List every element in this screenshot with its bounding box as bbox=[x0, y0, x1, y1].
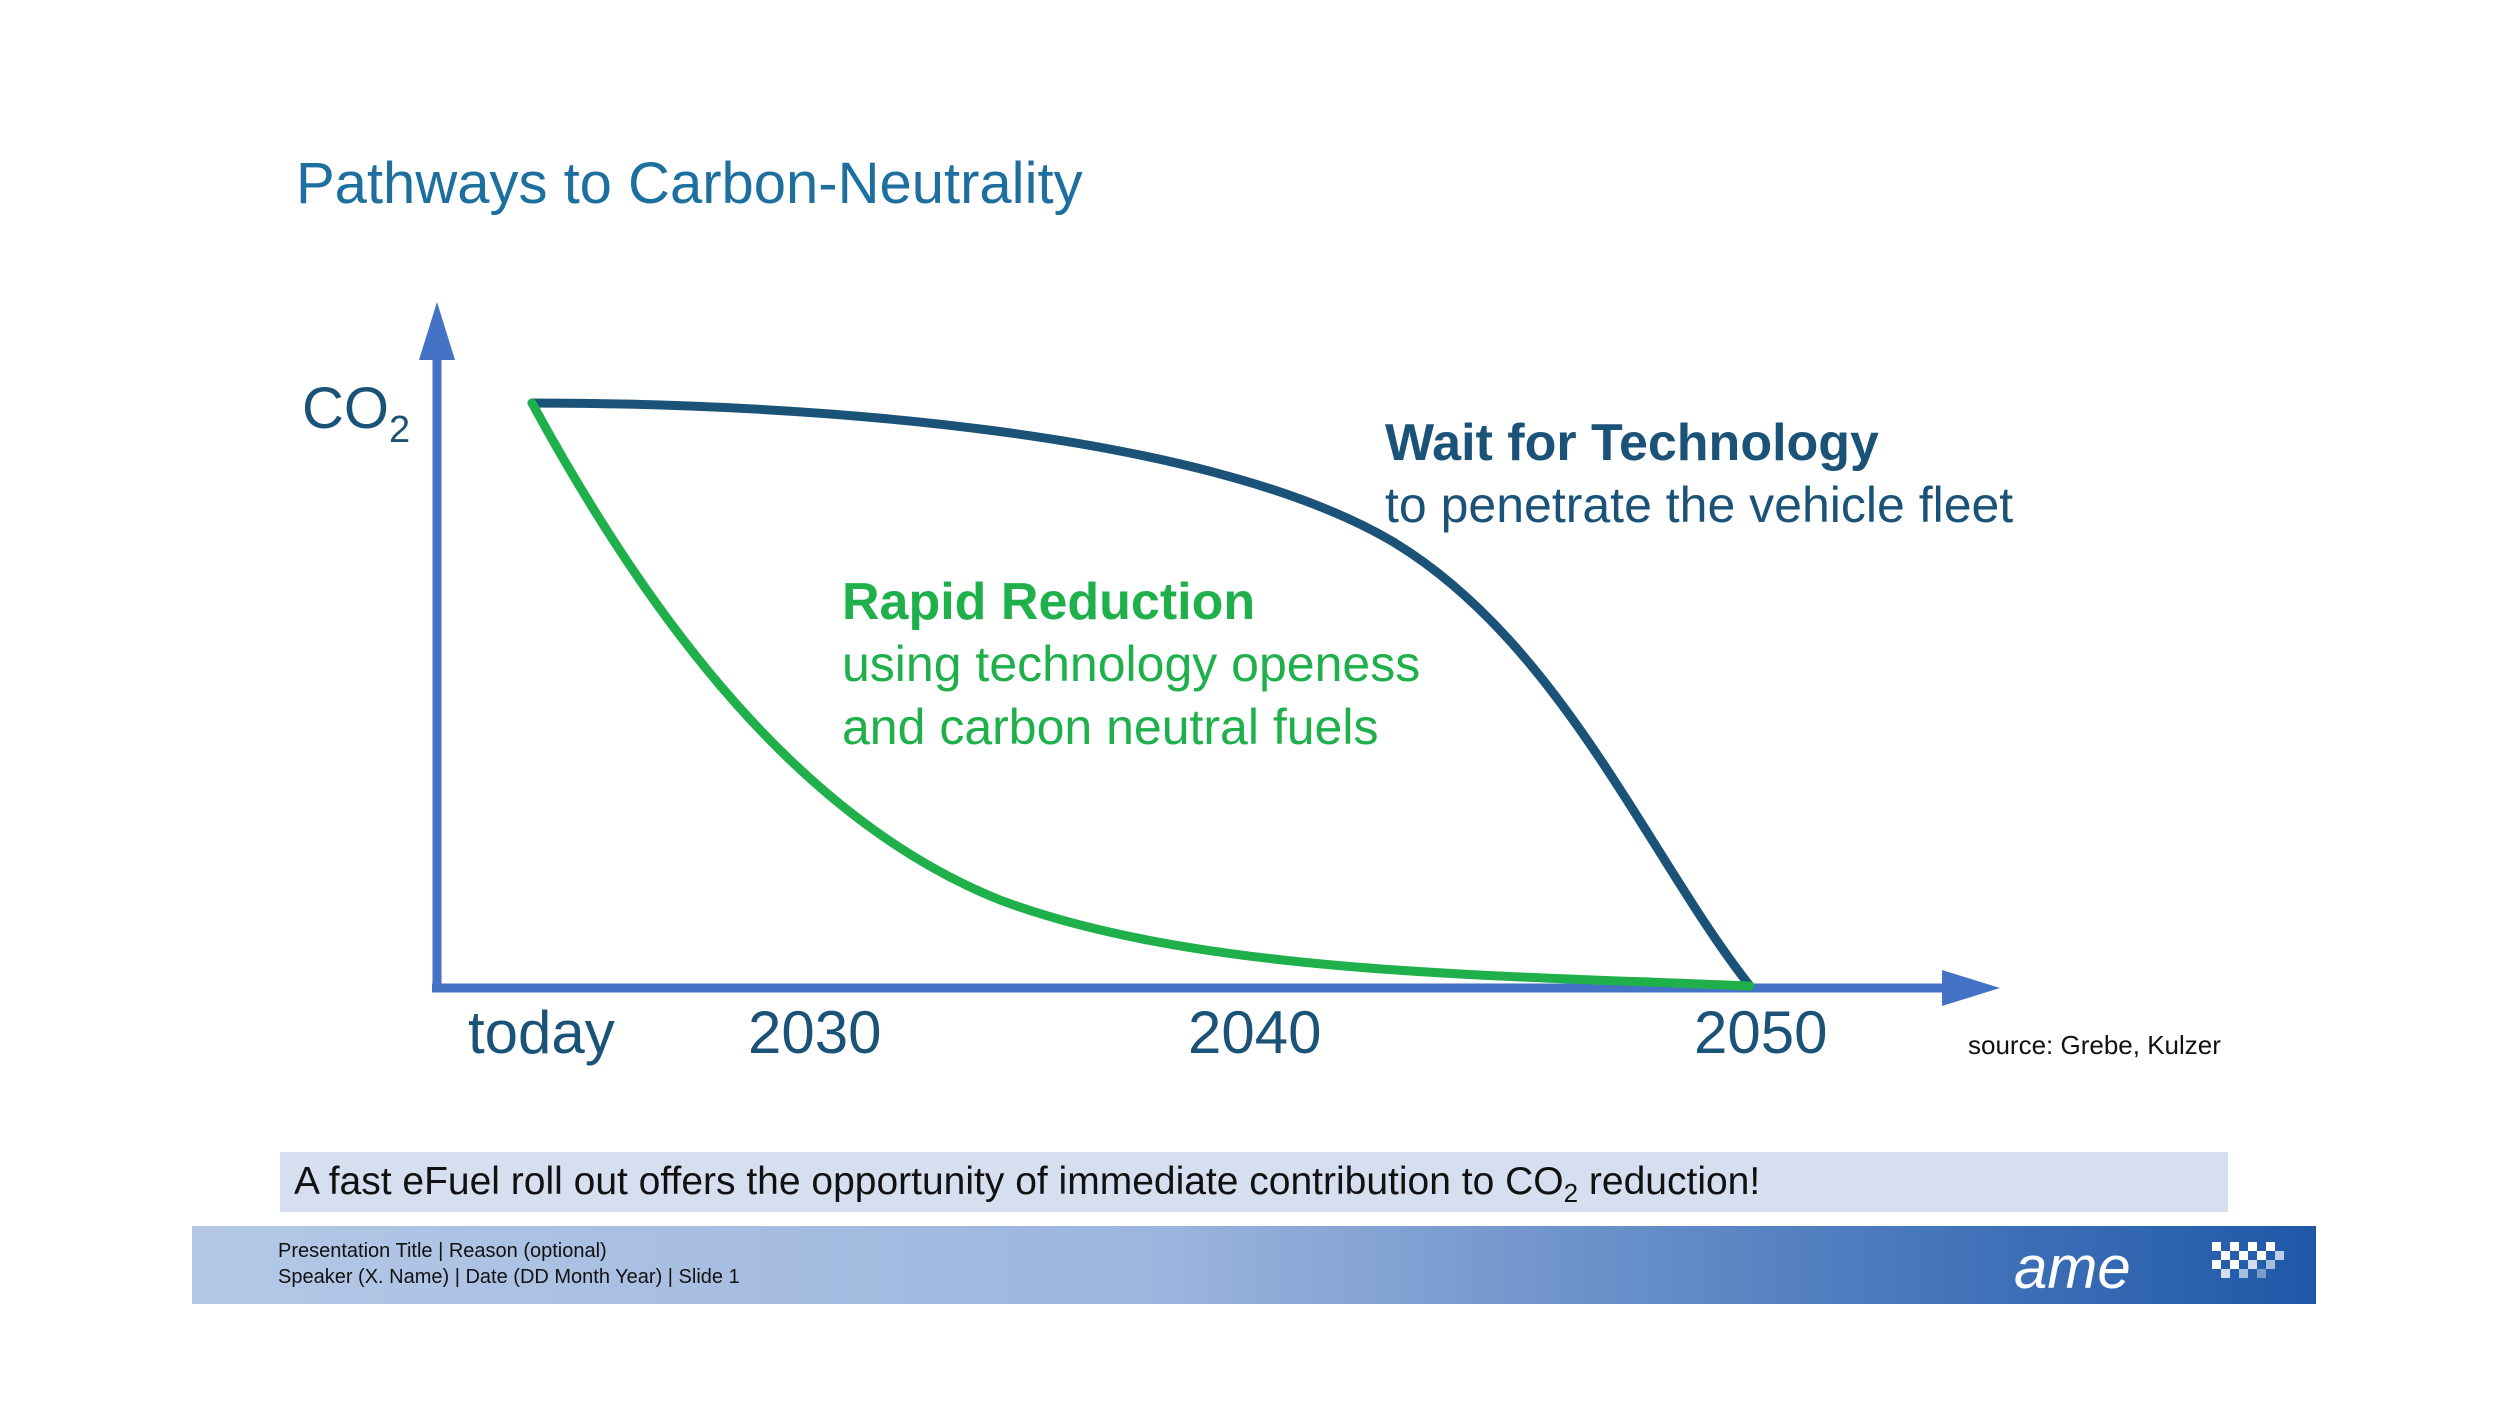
rapid-reduction-curve bbox=[527, 398, 1755, 991]
rapid-reduction-subtitle-line-2: and carbon neutral fuels bbox=[842, 699, 1379, 755]
key-message-text: A fast eFuel roll out offers the opportu… bbox=[294, 1160, 1564, 1203]
key-message-text-end: reduction! bbox=[1578, 1160, 1761, 1203]
y-axis-arrowhead bbox=[419, 302, 455, 360]
slide-title: Pathways to Carbon-Neutrality bbox=[296, 151, 1083, 216]
rapid-reduction-label: Rapid Reduction bbox=[842, 573, 1256, 631]
wait-for-technology-subtitle: to penetrate the vehicle fleet bbox=[1385, 477, 2014, 533]
x-tick-label: today bbox=[468, 999, 615, 1066]
footer-presentation-title: Presentation Title | Reason (optional) bbox=[278, 1240, 607, 1262]
y-axis-label-subscript: 2 bbox=[389, 409, 411, 451]
x-tick-label: 2050 bbox=[1694, 999, 1828, 1066]
x-axis-arrowhead bbox=[1942, 970, 2000, 1006]
checkered-flag-icon bbox=[2212, 1242, 2284, 1278]
wait-for-technology-curve bbox=[527, 398, 1755, 991]
key-message-banner: A fast eFuel roll out offers the opportu… bbox=[280, 1152, 2228, 1212]
slide-footer: Presentation Title | Reason (optional) S… bbox=[192, 1226, 2316, 1304]
ame-logo: ame bbox=[2014, 1234, 2284, 1296]
key-message-subscript: 2 bbox=[1563, 1178, 1579, 1208]
source-note: source: Grebe, Kulzer bbox=[1968, 1030, 2221, 1060]
footer-speaker-info: Speaker (X. Name) | Date (DD Month Year)… bbox=[278, 1266, 740, 1288]
wait-for-technology-label: Wait for Technology bbox=[1385, 414, 1879, 472]
rapid-reduction-subtitle-line-1: using technology openess bbox=[842, 636, 1421, 692]
x-tick-label: 2040 bbox=[1188, 999, 1322, 1066]
y-axis-label: CO2 bbox=[302, 375, 410, 452]
y-axis-label-text: CO bbox=[302, 376, 389, 441]
ame-logo-text: ame bbox=[2014, 1234, 2131, 1296]
x-tick-label: 2030 bbox=[748, 999, 882, 1066]
